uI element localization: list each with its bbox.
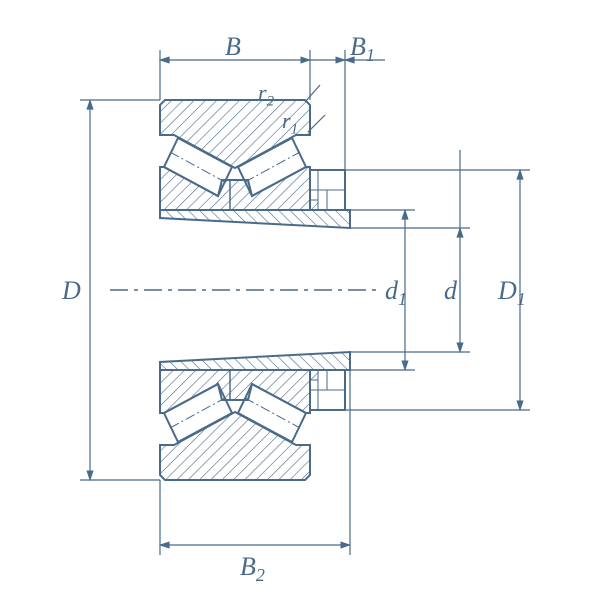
label-r2: r2 (258, 80, 274, 110)
label-B1: B1 (350, 32, 375, 66)
label-d1: d1 (385, 276, 407, 310)
label-D: D (62, 276, 81, 306)
label-D1: D1 (498, 276, 526, 310)
label-d: d (444, 276, 457, 306)
label-B: B (225, 32, 241, 62)
label-B2: B2 (240, 552, 265, 586)
sleeve-top (160, 210, 350, 228)
sleeve-bottom (160, 352, 350, 370)
label-r1: r1 (282, 108, 298, 138)
